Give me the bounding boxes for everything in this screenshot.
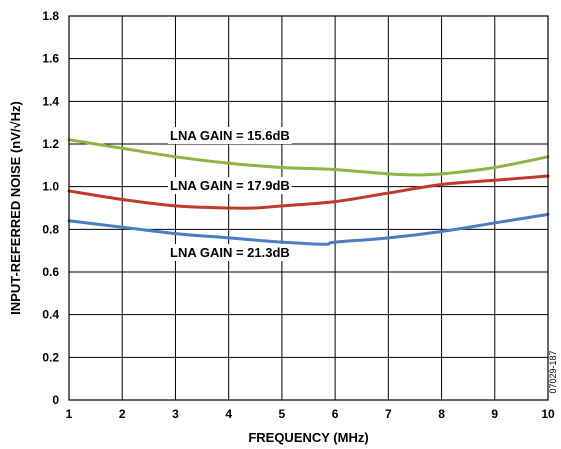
series-lines: [67, 138, 550, 246]
series-line: [67, 174, 550, 210]
series-annotation: LNA GAIN = 15.6dB: [170, 128, 290, 143]
x-tick-label: 4: [225, 407, 232, 421]
x-tick-label: 9: [491, 407, 498, 421]
x-tick-label: 5: [279, 407, 286, 421]
grid: [68, 15, 549, 401]
y-tick-label: 0.4: [42, 308, 59, 322]
y-tick-label: 0.2: [42, 350, 59, 364]
plot-frame: [68, 15, 549, 401]
figure-code: 07029-187: [548, 350, 558, 393]
series-annotations: LNA GAIN = 15.6dB LNA GAIN = 17.9dB LNA GA…: [168, 127, 292, 261]
tick-labels: 1 2 3 4 5 6 7 8 9 10 0 0.2 0.4 0.6 0.8 1.0 1.2 1.4 1.6 1.8: [42, 9, 555, 421]
x-tick-label: 7: [385, 407, 392, 421]
series-line: [67, 138, 550, 177]
series-line: [67, 212, 550, 246]
annotation-background: [168, 127, 292, 144]
y-tick-label: 1.8: [42, 9, 59, 23]
annotation-background: [168, 244, 292, 261]
x-axis-title: FREQUENCY (MHz): [248, 430, 368, 445]
y-tick-label: 1.6: [42, 52, 59, 66]
y-tick-label: 1.0: [42, 180, 59, 194]
y-tick-label: 0: [52, 393, 59, 407]
y-tick-label: 0.8: [42, 222, 59, 236]
x-tick-label: 8: [438, 407, 445, 421]
y-tick-label: 1.4: [42, 94, 59, 108]
series-annotation: LNA GAIN = 21.3dB: [170, 245, 290, 260]
x-tick-label: 10: [541, 407, 555, 421]
x-tick-label: 3: [172, 407, 179, 421]
annotation-background: [168, 177, 292, 194]
x-tick-label: 2: [119, 407, 126, 421]
y-tick-label: 1.2: [42, 137, 59, 151]
x-tick-label: 1: [66, 407, 73, 421]
y-axis-title: INPUT-REFERRED NOISE (nV/√Hz): [8, 101, 23, 315]
series-annotation: LNA GAIN = 17.9dB: [170, 178, 290, 193]
y-tick-label: 0.6: [42, 265, 59, 279]
x-tick-label: 6: [332, 407, 339, 421]
